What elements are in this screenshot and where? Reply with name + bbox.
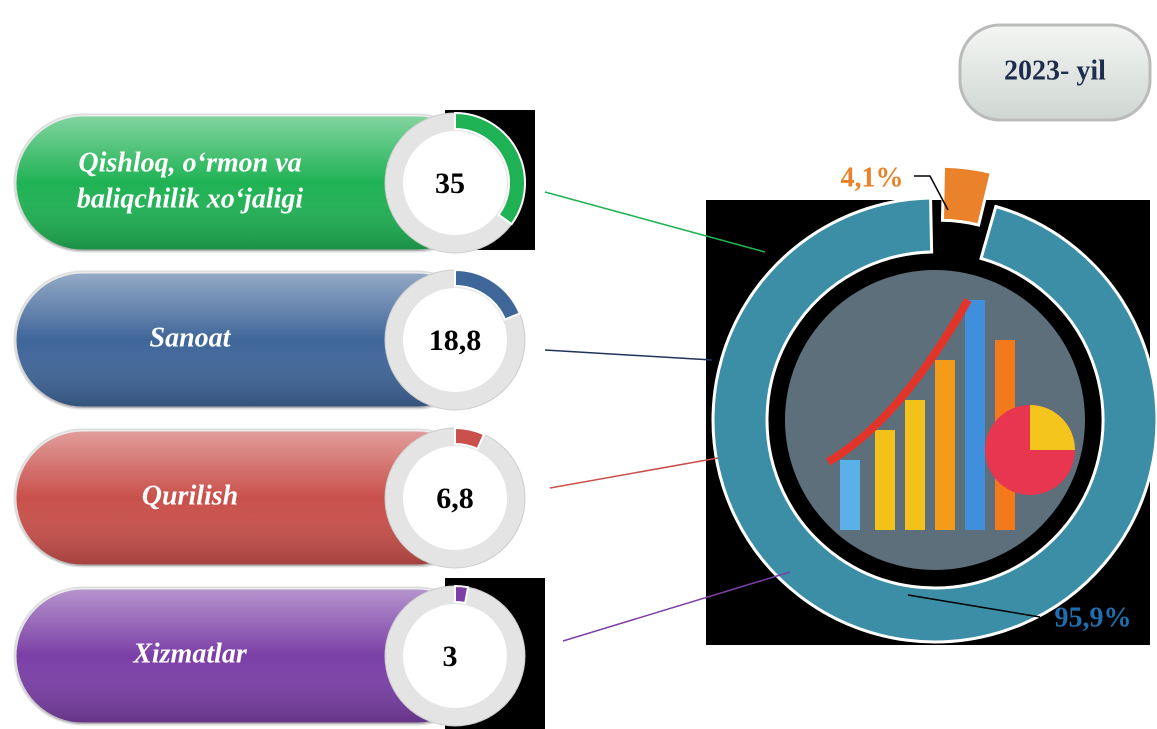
sector-name: Sanoat [150, 322, 232, 353]
pill-gloss [15, 430, 485, 566]
sector-name: Qurilish [142, 480, 239, 511]
sector-arc [454, 426, 486, 451]
sector-arc [454, 111, 526, 226]
pill-gloss [15, 115, 485, 251]
center-image [785, 270, 1085, 570]
sector-value: 35 [435, 167, 465, 200]
sector-name: baliqchilik xo‘jaligi [77, 183, 304, 214]
donut-label: 95,9% [1055, 602, 1132, 633]
sector-name: Xizmatlar [132, 638, 248, 669]
badge [958, 23, 1152, 122]
ring-center [403, 446, 507, 550]
ring-center [403, 604, 507, 708]
sector-arc [454, 584, 470, 605]
sector-arc [454, 268, 522, 321]
pill-gloss [15, 588, 485, 724]
pill-gloss [15, 272, 485, 408]
badge-text: 2023- yil [1004, 55, 1106, 86]
donut-label: 4,1% [841, 162, 904, 193]
ring-center [403, 131, 507, 235]
sector-value: 18,8 [429, 324, 482, 357]
ring-center [403, 288, 507, 392]
donut-segment [940, 164, 994, 227]
sector-value: 3 [443, 640, 458, 673]
sector-name: Qishloq, o‘rmon va [78, 147, 301, 178]
sector-value: 6,8 [436, 482, 474, 515]
donut-segment [711, 196, 1157, 644]
